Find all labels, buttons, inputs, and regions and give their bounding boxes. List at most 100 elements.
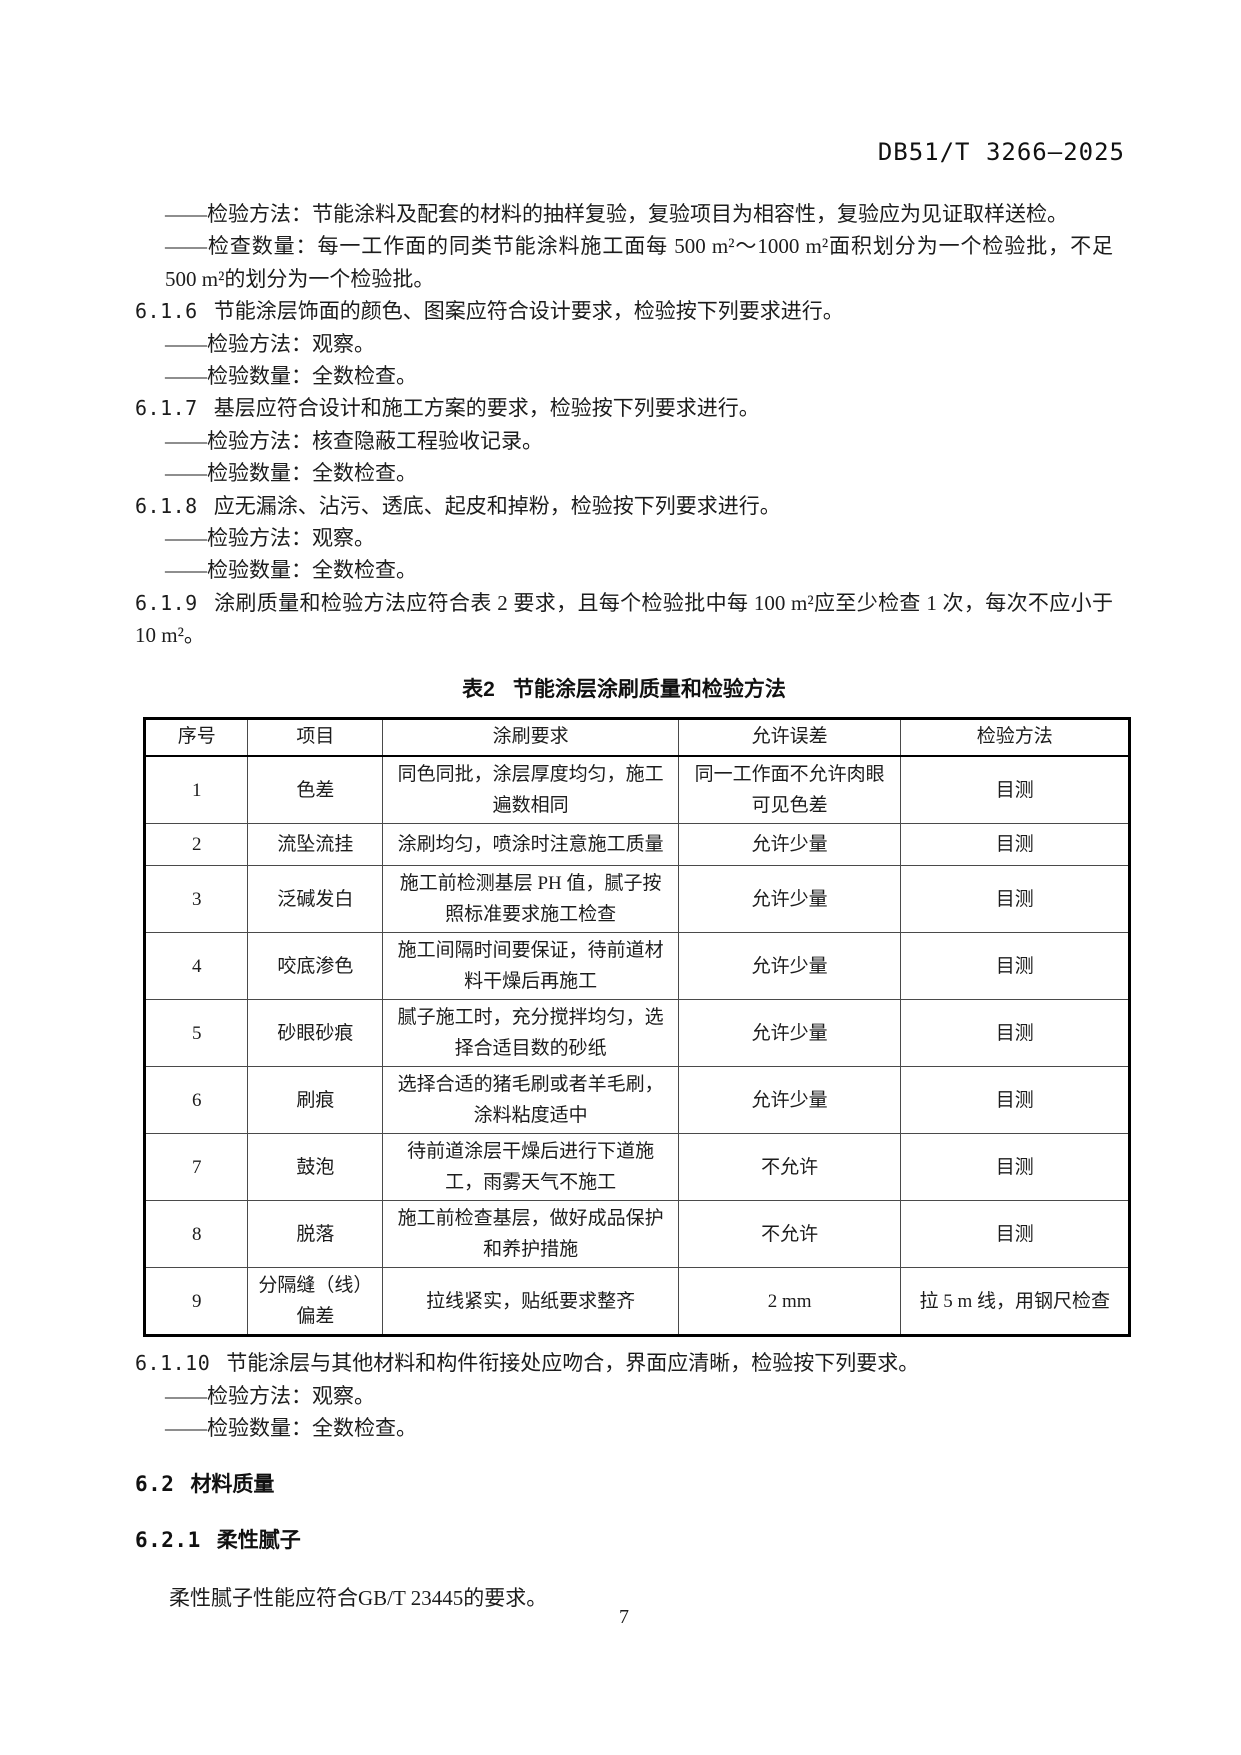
column-header: 检验方法 — [900, 717, 1130, 758]
cell-item: 脱落 — [247, 1200, 384, 1269]
dash-item: ——检验数量：全数检查。 — [165, 1416, 417, 1440]
dash-item: ——检查数量：每一工作面的同类节能涂料施工面每 500 m²～1000 m²面积… — [165, 234, 1113, 291]
cell-seq: 2 — [143, 823, 249, 867]
clause-6-1-7: 6.1.7 基层应符合设计和施工方案的要求，检验按下列要求进行。 — [135, 392, 1113, 424]
cell-method: 拉 5 m 线，用钢尺检查 — [900, 1267, 1130, 1337]
cell-seq: 3 — [143, 865, 249, 934]
cell-tolerance: 同一工作面不允许肉眼可见色差 — [677, 755, 902, 825]
table-row: 2 流坠流挂 涂刷均匀，喷涂时注意施工质量 允许少量 目测 — [143, 823, 1130, 867]
clause-number: 6.1.7 — [135, 396, 198, 421]
cell-tolerance: 不允许 — [677, 1133, 902, 1202]
cell-seq: 1 — [143, 755, 249, 825]
cell-item: 流坠流挂 — [247, 823, 384, 867]
cell-item: 鼓泡 — [247, 1133, 384, 1202]
dash-item: ——检验方法：节能涂料及配套的材料的抽样复验，复验项目为相容性，复验应为见证取样… — [165, 202, 1068, 226]
table-row: 8 脱落 施工前检查基层，做好成品保护和养护措施 不允许 目测 — [143, 1200, 1130, 1269]
cell-requirement: 选择合适的猪毛刷或者羊毛刷，涂料粘度适中 — [382, 1066, 679, 1135]
cell-tolerance: 允许少量 — [677, 932, 902, 1001]
dash-item: ——检验方法：核查隐蔽工程验收记录。 — [165, 428, 543, 453]
clause-text: 应无漏涂、沾污、透底、起皮和掉粉，检验按下列要求进行。 — [213, 493, 781, 518]
clause-number: 6.1.9 — [135, 590, 198, 615]
clause-text: 节能涂层饰面的颜色、图案应符合设计要求，检验按下列要求进行。 — [213, 299, 844, 324]
clause-number: 6.1.10 — [135, 1351, 211, 1376]
clause-text: 涂刷质量和检验方法应符合表 2 要求，且每个检验批中每 100 m²应至少检查 … — [135, 590, 1113, 648]
dash-item: ——检验数量：全数检查。 — [165, 461, 417, 486]
dash-item: ——检验数量：全数检查。 — [165, 558, 417, 583]
cell-method: 目测 — [900, 932, 1130, 1001]
cell-method: 目测 — [900, 755, 1130, 825]
column-header: 允许误差 — [677, 717, 902, 758]
cell-method: 目测 — [900, 823, 1130, 867]
section-number: 6.2.1 — [135, 1528, 201, 1553]
cell-tolerance: 2 mm — [677, 1267, 902, 1337]
section-heading-6-2: 6.2 材料质量 — [135, 1468, 1113, 1498]
section-title: 材料质量 — [190, 1473, 275, 1497]
dash-item: ——检验方法：观察。 — [165, 331, 375, 356]
cell-item: 砂眼砂痕 — [247, 999, 384, 1068]
section-heading-6-2-1: 6.2.1 柔性腻子 — [135, 1524, 1113, 1554]
table-title-text: 节能涂层涂刷质量和检验方法 — [512, 677, 786, 701]
section-number: 6.2 — [135, 1472, 175, 1497]
cell-seq: 6 — [143, 1066, 249, 1135]
document-code: DB51/T 3266—2025 — [877, 138, 1125, 166]
cell-requirement: 同色同批，涂层厚度均匀，施工遍数相同 — [382, 755, 679, 825]
table-row: 7 鼓泡 待前道涂层干燥后进行下道施工，雨雾天气不施工 不允许 目测 — [143, 1133, 1130, 1202]
column-header: 涂刷要求 — [382, 717, 679, 758]
table-row: 9 分隔缝（线）偏差 拉线紧实，贴纸要求整齐 2 mm 拉 5 m 线，用钢尺检… — [143, 1267, 1130, 1337]
cell-requirement: 待前道涂层干燥后进行下道施工，雨雾天气不施工 — [382, 1133, 679, 1202]
page-number: 7 — [619, 1606, 629, 1628]
clause-6-1-8: 6.1.8 应无漏涂、沾污、透底、起皮和掉粉，检验按下列要求进行。 — [135, 490, 1113, 522]
clause-text: 基层应符合设计和施工方案的要求，检验按下列要求进行。 — [213, 396, 760, 421]
table-row: 3 泛碱发白 施工前检测基层 PH 值，腻子按照标准要求施工检查 允许少量 目测 — [143, 865, 1130, 934]
clause-text: 节能涂层与其他材料和构件衔接处应吻合，界面应清晰，检验按下列要求。 — [226, 1351, 920, 1376]
cell-method: 目测 — [900, 1066, 1130, 1135]
cell-method: 目测 — [900, 1133, 1130, 1202]
cell-requirement: 施工前检查基层，做好成品保护和养护措施 — [382, 1200, 679, 1269]
dash-item: ——检验方法：观察。 — [165, 1383, 375, 1408]
cell-requirement: 涂刷均匀，喷涂时注意施工质量 — [382, 823, 679, 867]
cell-seq: 8 — [143, 1200, 249, 1269]
cell-seq: 4 — [143, 932, 249, 1001]
table-header-row: 序号 项目 涂刷要求 允许误差 检验方法 — [143, 717, 1130, 758]
cell-requirement: 腻子施工时，充分搅拌均匀，选择合适目数的砂纸 — [382, 999, 679, 1068]
table-row: 5 砂眼砂痕 腻子施工时，充分搅拌均匀，选择合适目数的砂纸 允许少量 目测 — [143, 999, 1130, 1068]
cell-item: 泛碱发白 — [247, 865, 384, 934]
table-title-label: 表2 — [462, 677, 495, 701]
cell-requirement: 施工间隔时间要保证，待前道材料干燥后再施工 — [382, 932, 679, 1001]
cell-seq: 9 — [143, 1267, 249, 1337]
table-row: 1 色差 同色同批，涂层厚度均匀，施工遍数相同 同一工作面不允许肉眼可见色差 目… — [143, 755, 1130, 825]
cell-item: 刷痕 — [247, 1066, 384, 1135]
clause-number: 6.1.8 — [135, 493, 198, 518]
clause-6-1-10: 6.1.10 节能涂层与其他材料和构件衔接处应吻合，界面应清晰，检验按下列要求。 — [135, 1347, 1113, 1379]
cell-method: 目测 — [900, 865, 1130, 934]
clause-6-1-6: 6.1.6 节能涂层饰面的颜色、图案应符合设计要求，检验按下列要求进行。 — [135, 295, 1113, 327]
cell-requirement: 施工前检测基层 PH 值，腻子按照标准要求施工检查 — [382, 865, 679, 934]
cell-item: 色差 — [247, 755, 384, 825]
cell-item: 咬底渗色 — [247, 932, 384, 1001]
cell-tolerance: 允许少量 — [677, 1066, 902, 1135]
cell-method: 目测 — [900, 999, 1130, 1068]
section-6-2-1-paragraph: 柔性腻子性能应符合GB/T 23445的要求。 — [169, 1586, 548, 1611]
cell-seq: 7 — [143, 1133, 249, 1202]
dash-item: ——检验方法：观察。 — [165, 526, 375, 551]
cell-item: 分隔缝（线）偏差 — [247, 1267, 384, 1337]
column-header: 序号 — [143, 717, 249, 758]
table-row: 4 咬底渗色 施工间隔时间要保证，待前道材料干燥后再施工 允许少量 目测 — [143, 932, 1130, 1001]
section-title: 柔性腻子 — [216, 1529, 301, 1553]
cell-tolerance: 不允许 — [677, 1200, 902, 1269]
dash-item: ——检验数量：全数检查。 — [165, 364, 417, 389]
cell-requirement: 拉线紧实，贴纸要求整齐 — [382, 1267, 679, 1337]
clause-number: 6.1.6 — [135, 299, 198, 324]
cell-method: 目测 — [900, 1200, 1130, 1269]
quality-inspection-table: 序号 项目 涂刷要求 允许误差 检验方法 1 色差 同色同批，涂层厚度均匀，施工… — [143, 716, 1131, 1338]
column-header: 项目 — [247, 717, 384, 758]
table-title: 表2 节能涂层涂刷质量和检验方法 — [135, 673, 1113, 703]
cell-seq: 5 — [143, 999, 249, 1068]
cell-tolerance: 允许少量 — [677, 823, 902, 867]
cell-tolerance: 允许少量 — [677, 865, 902, 934]
table-row: 6 刷痕 选择合适的猪毛刷或者羊毛刷，涂料粘度适中 允许少量 目测 — [143, 1066, 1130, 1135]
page-content: ——检验方法：节能涂料及配套的材料的抽样复验，复验项目为相容性，复验应为见证取样… — [135, 198, 1131, 1615]
clause-6-1-9: 6.1.9 涂刷质量和检验方法应符合表 2 要求，且每个检验批中每 100 m²应… — [135, 587, 1113, 652]
cell-tolerance: 允许少量 — [677, 999, 902, 1068]
